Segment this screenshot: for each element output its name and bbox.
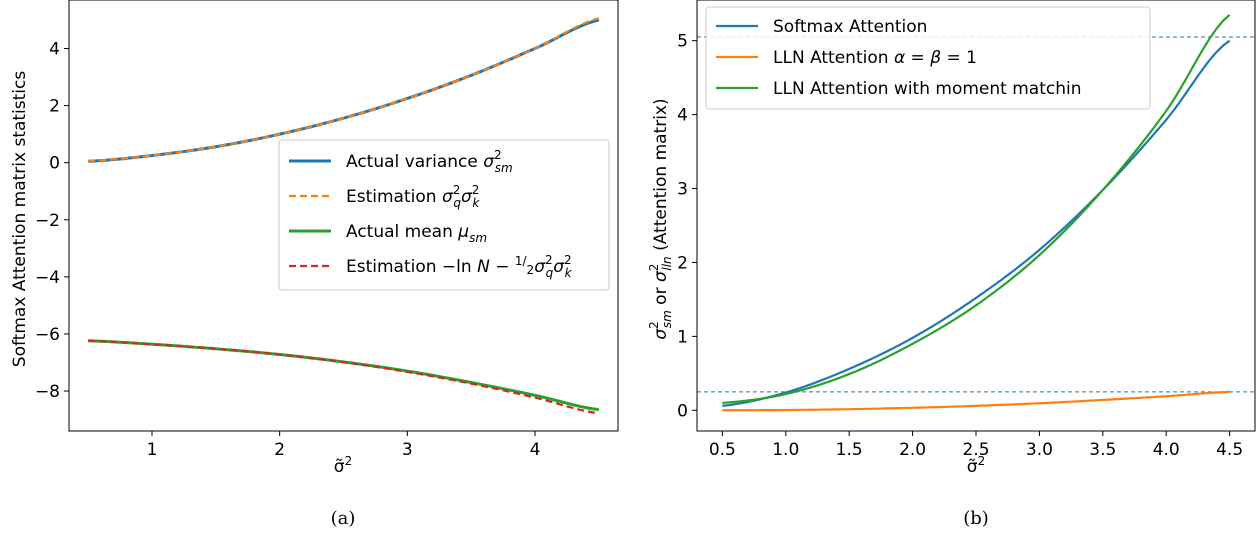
chart-b-series-line (722, 390, 1230, 412)
chart-a-caption: (a) (331, 508, 356, 529)
chart-a-y-tick-label: −4 (35, 268, 60, 288)
chart-a-legend-label-variance: Actual variance σ2 sm (346, 148, 513, 175)
chart-b-ylabel: σ2sm or σ2lln (Attention matrix) (647, 98, 674, 339)
chart-a-y-tick-label: 4 (49, 40, 60, 60)
chart-b-y-tick-label: 3 (677, 180, 688, 200)
chart-b-x-tick-label: 1.5 (836, 440, 863, 460)
chart-a-series (88, 17, 600, 415)
chart-b-caption: (b) (963, 508, 989, 529)
chart-a-plot-frame (68, 0, 619, 432)
chart-a-x-ticks: 1 2 3 4 (147, 431, 541, 460)
chart-a-ylabel: Softmax Attention matrix statistics (10, 71, 30, 368)
chart-a-legend: Actual variance σ2 sm Estimation σ2 qσ2 k A… (278, 139, 610, 291)
chart-a-x-tick-label: 3 (402, 440, 413, 460)
chart-a: 1 2 3 4 4 2 0 −2 −4 −6 −8 Softmax Attention matri… (10, 0, 619, 529)
chart-a-legend-label-mean: Actual mean μsm (346, 222, 487, 245)
chart-b-legend-label-softmax: Softmax Attention (773, 17, 927, 37)
chart-b-y-tick-label: 2 (677, 253, 688, 273)
chart-a-x-tick-label: 1 (147, 440, 158, 460)
chart-a-legend-label-estimation-var: Estimation σ2 qσ2 k (346, 183, 480, 210)
chart-b-series-line (722, 39, 1231, 407)
chart-a-legend-box (278, 139, 610, 291)
chart-b-series-line (722, 13, 1231, 405)
chart-a-x-tick-label: 2 (274, 440, 285, 460)
chart-b-y-tick-label: 0 (677, 401, 688, 421)
chart-b-x-tick-label: 4.5 (1216, 440, 1243, 460)
chart-a-series-line (88, 339, 600, 415)
chart-b-x-tick-label: 2.5 (962, 440, 989, 460)
chart-a-x-tick-label: 4 (530, 440, 541, 460)
chart-b-x-tick-label: 0.5 (709, 440, 736, 460)
chart-b-x-tick-label: 3.5 (1089, 440, 1116, 460)
chart-a-y-tick-label: −6 (35, 325, 60, 345)
chart-b-y-tick-label: 5 (677, 32, 688, 52)
chart-a-legend-label-estimation-mean: Estimation −ln N − 1/2σ2 qσ2 k (346, 253, 573, 280)
chart-b-legend-label-lln-mm: LLN Attention with moment matchin (773, 79, 1081, 99)
chart-b-xlabel: σ̃2 (967, 454, 985, 477)
chart-b-x-tick-label: 4.0 (1153, 440, 1180, 460)
chart-a-series-line (88, 17, 600, 163)
chart-b-y-tick-label: 4 (677, 106, 688, 126)
chart-b-y-tick-label: 1 (677, 327, 688, 347)
chart-b-legend-box (705, 6, 1151, 110)
chart-a-y-tick-label: −8 (35, 382, 60, 402)
chart-b: 0.5 1.0 1.5 2.0 2.5 3.0 3.5 4.0 4.5 0 1 2 3 4 5 σ2sm … (647, 0, 1256, 529)
chart-a-y-tick-label: 2 (49, 97, 60, 117)
chart-a-y-tick-label: −2 (35, 211, 60, 231)
chart-b-y-ticks: 0 1 2 3 4 5 (677, 32, 697, 421)
chart-b-legend: Softmax Attention LLN Attention α = β = … (705, 6, 1151, 110)
chart-b-legend-label-lln: LLN Attention α = β = 1 (773, 48, 977, 68)
chart-b-x-ticks: 0.5 1.0 1.5 2.0 2.5 3.0 3.5 4.0 4.5 (709, 431, 1243, 460)
chart-b-x-tick-label: 2.0 (899, 440, 926, 460)
chart-b-x-tick-label: 3.0 (1026, 440, 1053, 460)
chart-a-y-ticks: 4 2 0 −2 −4 −6 −8 (35, 40, 69, 402)
chart-b-series (722, 13, 1231, 412)
chart-a-series-line (88, 339, 600, 412)
chart-a-y-tick-label: 0 (49, 154, 60, 174)
chart-a-xlabel: σ̃2 (334, 454, 352, 477)
chart-b-x-tick-label: 1.0 (772, 440, 799, 460)
